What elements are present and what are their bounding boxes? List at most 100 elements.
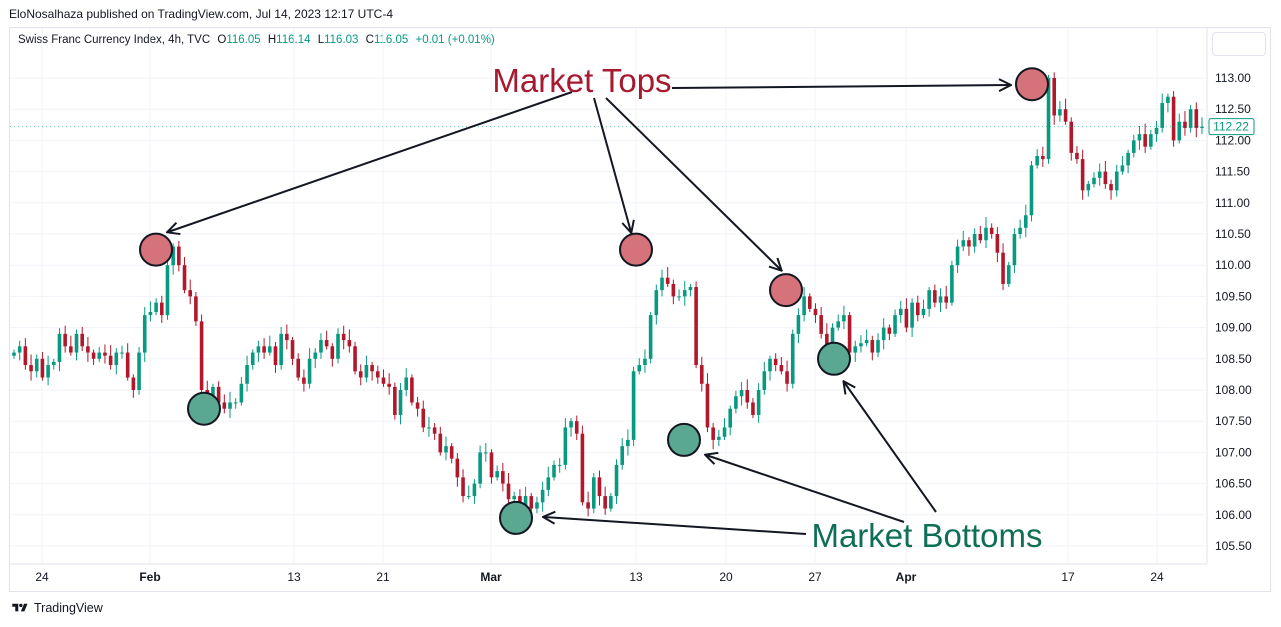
candle-body — [114, 352, 119, 366]
candle-up — [984, 217, 988, 249]
candle-up — [1166, 93, 1170, 113]
candle-up — [1046, 74, 1051, 164]
candle-down — [711, 423, 715, 450]
candle-up — [620, 438, 625, 470]
market-bottom-marker — [817, 341, 851, 376]
annotation-markers — [139, 67, 1049, 535]
symbol-name: Swiss Franc Currency Index, 4h, TVC — [18, 34, 211, 46]
candle-body — [57, 333, 62, 362]
candle-up — [557, 458, 562, 473]
candle-body — [830, 327, 835, 347]
candle-down — [1063, 98, 1068, 125]
candle-body — [836, 321, 841, 328]
candle-body — [40, 358, 45, 378]
symbol-legend: Swiss Franc Currency Index, 4h, TVC O116… — [18, 34, 495, 46]
candle-up — [1160, 93, 1165, 133]
candle-down — [1143, 123, 1147, 153]
price-tick-label: 113.00 — [1215, 71, 1251, 85]
candle-down — [296, 353, 301, 381]
candle-up — [768, 355, 772, 381]
candle-body — [609, 496, 613, 509]
candle-body — [995, 234, 1000, 253]
candle-body — [773, 358, 778, 366]
price-tick-label: 106.00 — [1215, 508, 1252, 522]
candle-body — [1149, 134, 1153, 147]
candle-body — [358, 371, 363, 378]
candle-up — [336, 328, 340, 364]
candle-up — [1006, 262, 1011, 288]
candle-down — [1103, 160, 1108, 189]
candle-body — [944, 296, 949, 303]
candle-body — [387, 383, 391, 387]
candle-body — [591, 477, 596, 509]
candle-body — [580, 433, 585, 503]
toolbar-button[interactable] — [1212, 32, 1266, 56]
candle-up — [802, 287, 806, 322]
candle-body — [432, 427, 437, 434]
candle-body — [347, 340, 352, 347]
candle-up — [563, 418, 568, 470]
candle-down — [1069, 117, 1074, 161]
candle-down — [506, 472, 511, 504]
candle-up — [142, 307, 147, 362]
annotation-arrow — [593, 97, 631, 232]
candle-body — [17, 346, 22, 353]
candle-body — [785, 371, 789, 384]
candle-body — [381, 377, 386, 384]
candle-body — [483, 452, 488, 454]
candle-body — [978, 234, 983, 241]
candle-up — [972, 228, 977, 253]
candle-body — [910, 302, 914, 328]
candle-up — [853, 340, 858, 362]
candle-down — [290, 336, 295, 366]
candle-body — [137, 352, 141, 390]
candle-body — [921, 308, 926, 316]
candle-body — [216, 386, 221, 403]
candle-up — [148, 301, 153, 322]
candle-up — [483, 443, 488, 462]
candle-up — [57, 328, 62, 372]
candle-down — [779, 356, 784, 375]
annotation-arrow — [844, 382, 937, 513]
candle-down — [461, 469, 465, 503]
candle-body — [353, 346, 357, 372]
candle-body — [1126, 152, 1130, 166]
candle-body — [228, 402, 232, 409]
candle-up — [466, 485, 471, 500]
candle-down — [904, 298, 909, 333]
candle-down — [69, 335, 73, 356]
price-tick-label: 111.50 — [1215, 165, 1250, 179]
candle-body — [1137, 134, 1142, 141]
candle-up — [120, 345, 124, 359]
candle-body — [194, 296, 198, 322]
candle-down — [421, 400, 426, 433]
candle-up — [569, 418, 573, 437]
candle-body — [529, 496, 534, 509]
candle-body — [63, 333, 67, 347]
candle-up — [1012, 228, 1017, 273]
candle-up — [239, 376, 244, 406]
candle-body — [1092, 177, 1096, 185]
candle-down — [410, 374, 414, 406]
price-tick-label: 110.50 — [1215, 227, 1251, 241]
candle-up — [444, 436, 448, 461]
candle-down — [415, 396, 420, 417]
candle-down — [370, 361, 374, 381]
price-tick-label: 109.50 — [1215, 289, 1252, 303]
candle-down — [177, 240, 181, 272]
candle-body — [1143, 134, 1147, 147]
annotation-arrow — [605, 97, 781, 270]
close-label: C — [365, 34, 374, 46]
candle-down — [580, 425, 585, 506]
candle-down — [86, 336, 90, 362]
candle-up — [245, 355, 249, 392]
candle-body — [1063, 109, 1068, 122]
candle-body — [597, 477, 602, 497]
candle-body — [296, 358, 301, 378]
candle-up — [643, 349, 647, 373]
candle-up — [1126, 149, 1130, 174]
last-price-label: 112.22 — [1213, 120, 1249, 134]
candle-body — [495, 471, 499, 478]
candle-body — [1018, 227, 1022, 234]
candle-body — [398, 390, 403, 415]
